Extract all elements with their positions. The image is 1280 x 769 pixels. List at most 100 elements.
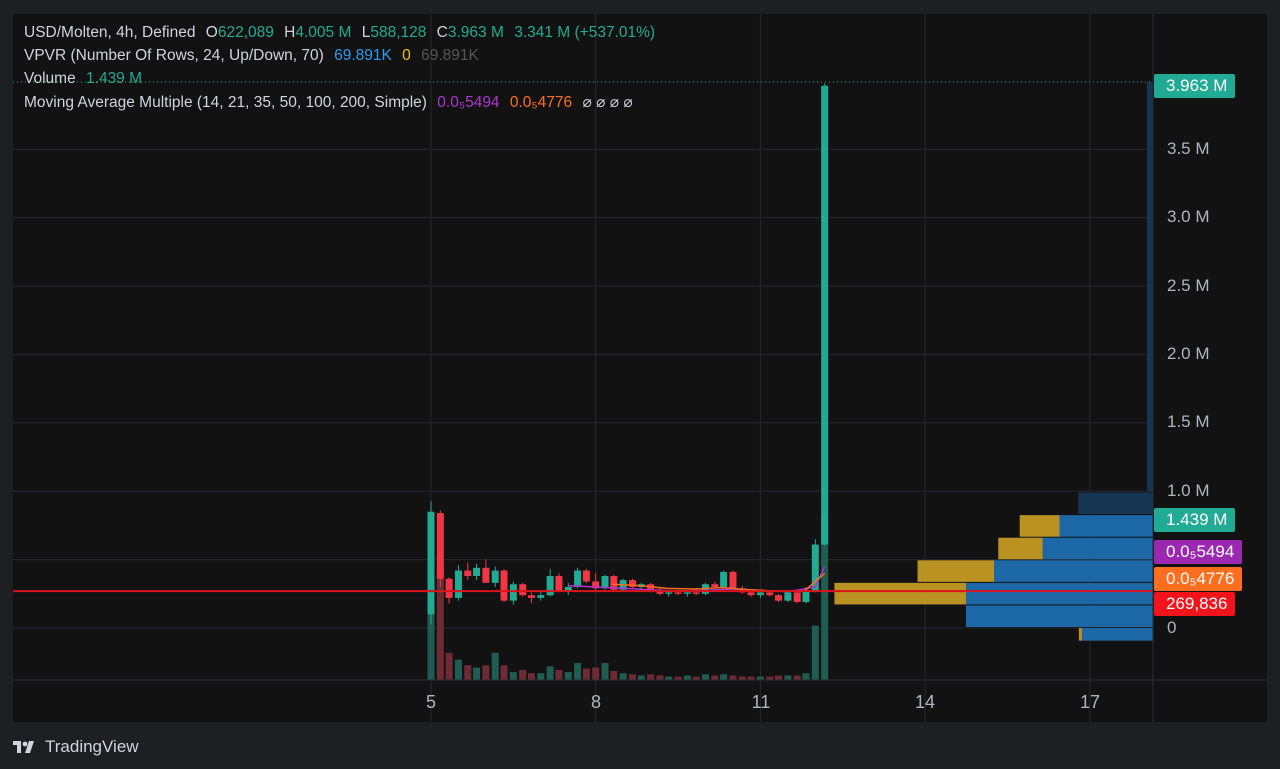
candle-body <box>519 584 527 596</box>
volume-label[interactable]: Volume <box>24 70 76 87</box>
volume-bar <box>656 675 664 680</box>
volume-bar <box>500 665 508 680</box>
price-line-tag[interactable]: 269,836 <box>1154 592 1236 616</box>
low-value: 588,128 <box>370 24 427 41</box>
volume-bar <box>647 674 655 680</box>
close-value: 3.963 M <box>447 24 504 41</box>
volume-bar <box>564 672 572 680</box>
y-tick: 3.5 M <box>1167 139 1210 158</box>
volume-bar <box>592 667 600 680</box>
volume-bar <box>637 675 645 680</box>
candle-body <box>720 571 728 587</box>
candle-body <box>647 584 655 592</box>
volume-bar <box>619 673 627 680</box>
legend-volume: Volume 1.439 M <box>24 70 148 88</box>
y-tick: 3.0 M <box>1167 207 1210 226</box>
vpvr-up-bar <box>1078 492 1153 515</box>
legend-symbol[interactable]: USD/Molten, 4h, Defined <box>24 24 196 41</box>
volume-bar <box>756 676 764 680</box>
y-tick: 2.5 M <box>1167 276 1210 295</box>
tradingview-icon <box>13 741 34 753</box>
ma1-value: 0.0₅5494 <box>437 94 500 111</box>
candle-body <box>793 592 801 603</box>
vpvr-up-bar <box>994 560 1153 582</box>
legend-ohlc: USD/Molten, 4h, Defined O622,089 H4.005 … <box>24 24 661 42</box>
volume-value: 1.439 M <box>86 70 143 87</box>
volume-bar <box>445 652 453 680</box>
candle-body <box>610 576 618 590</box>
open-value: 622,089 <box>217 24 274 41</box>
volume-bar <box>811 625 819 680</box>
ma-empty-values: ⌀ ⌀ ⌀ ⌀ <box>582 94 633 111</box>
vpvr-up-value: 69.891K <box>334 47 392 64</box>
legend-vpvr: VPVR (Number Of Rows, 24, Up/Down, 70) 6… <box>24 47 485 65</box>
volume-bar <box>802 673 810 680</box>
volume-tag[interactable]: 1.439 M <box>1154 508 1236 532</box>
volume-bar <box>436 568 444 680</box>
volume-bar <box>464 665 472 680</box>
volume-bar <box>601 663 609 680</box>
volume-bar <box>582 668 590 680</box>
ma2-tag[interactable]: 0.0₅4776 <box>1154 567 1243 591</box>
candle-body <box>564 586 572 592</box>
candle-body <box>683 592 691 594</box>
volume-bar <box>574 663 582 680</box>
close-label: C <box>436 24 448 41</box>
volume-bar <box>766 676 774 680</box>
vpvr-up-bar <box>1059 515 1153 537</box>
volume-bar <box>775 675 783 680</box>
volume-bar <box>729 675 737 680</box>
volume-bar <box>674 676 682 680</box>
candle-body <box>464 570 472 577</box>
vpvr-down-bar <box>834 582 966 605</box>
candle-body <box>656 591 664 594</box>
vpvr-down-bar <box>917 560 995 582</box>
vpvr-label[interactable]: VPVR (Number Of Rows, 24, Up/Down, 70) <box>24 47 324 64</box>
volume-bar <box>610 670 618 680</box>
volume-bar <box>747 676 755 680</box>
candle-body <box>454 570 462 598</box>
vpvr-total-value: 69.891K <box>421 47 479 64</box>
tradingview-wordmark: TradingView <box>45 737 139 756</box>
candle-body <box>802 591 810 603</box>
volume-bar <box>555 669 563 680</box>
candle-body <box>500 570 508 601</box>
volume-bar <box>628 674 636 680</box>
grid <box>13 14 1153 722</box>
volume-bar <box>692 676 700 680</box>
candle-body <box>729 571 737 589</box>
x-tick: 11 <box>751 692 771 712</box>
ma-label[interactable]: Moving Average Multiple (14, 21, 35, 50,… <box>24 94 427 111</box>
ma1-tag[interactable]: 0.0₅5494 <box>1154 540 1243 564</box>
candle-body <box>756 592 764 596</box>
volume-bar <box>720 674 728 680</box>
candle-body <box>784 592 792 601</box>
vpvr-up-bar <box>966 582 1153 605</box>
tradingview-logo[interactable]: TradingView <box>13 737 139 757</box>
volume-bar <box>665 676 673 680</box>
y-tick: 1.0 M <box>1167 481 1210 500</box>
candle-body <box>775 595 783 601</box>
high-value: 4.005 M <box>295 24 352 41</box>
vpvr-down-bar <box>1019 515 1060 537</box>
vpvr-up-bar <box>1146 82 1153 492</box>
legend-ma: Moving Average Multiple (14, 21, 35, 50,… <box>24 93 639 112</box>
candle-body <box>445 578 453 598</box>
x-tick: 5 <box>425 692 437 712</box>
candle-body <box>811 544 819 592</box>
vpvr-profile <box>834 82 1153 641</box>
x-tick: 8 <box>590 692 602 712</box>
candle-body <box>766 592 774 596</box>
last-price-tag[interactable]: 3.963 M <box>1154 74 1236 98</box>
x-tick: 17 <box>1079 692 1101 712</box>
volume-bar <box>527 673 535 680</box>
volume-bar <box>491 652 499 680</box>
volume-bar <box>683 675 691 680</box>
candle-body <box>592 581 600 589</box>
candles <box>427 83 829 624</box>
volume-bar <box>702 674 709 680</box>
candle-body <box>491 570 499 583</box>
change-value: 3.341 M (+537.01%) <box>514 24 656 41</box>
candle-body <box>665 592 673 594</box>
